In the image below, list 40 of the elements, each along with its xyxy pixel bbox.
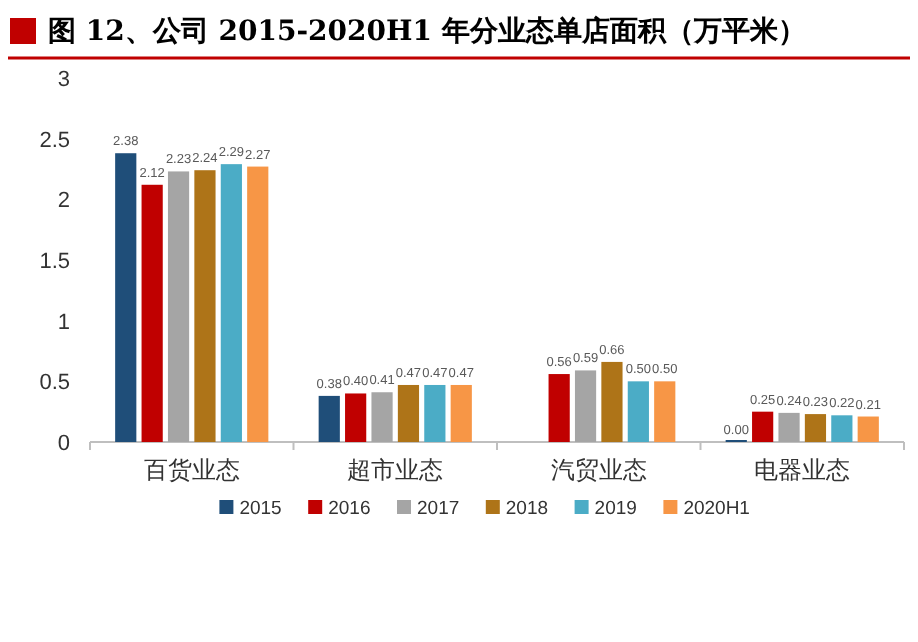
bar (778, 412, 800, 442)
bar (548, 374, 570, 442)
x-tick-label: 汽贸业态 (550, 456, 647, 484)
legend-label: 2017 (417, 498, 460, 520)
bar (167, 171, 190, 442)
y-tick-label: 1.5 (39, 250, 70, 274)
y-tick-label: 2 (57, 189, 70, 214)
bar (115, 153, 137, 442)
x-tick-label: 百货业态 (143, 456, 240, 484)
chart-title: 图 12、公司 2015-2020H1 年分业态单店面积（万平米） (48, 14, 806, 48)
bar (397, 384, 420, 442)
bar (752, 411, 774, 442)
bar (194, 170, 216, 442)
bar (424, 384, 446, 442)
y-tick-label: 3 (57, 68, 70, 92)
y-tick-label: 0 (57, 432, 70, 456)
y-tick-label: 0.5 (39, 371, 70, 396)
legend-label: 2015 (239, 498, 282, 520)
bar (220, 164, 242, 442)
x-tick-label: 电器业态 (754, 456, 851, 484)
bar (831, 415, 853, 442)
x-tick-label: 超市业态 (347, 456, 444, 484)
bar (601, 361, 623, 442)
bar (371, 392, 393, 442)
bar (857, 416, 879, 442)
y-tick-label: 2.5 (39, 128, 70, 153)
bar (141, 184, 163, 442)
legend-label: 2018 (505, 498, 549, 520)
legend-label: 2020H1 (683, 498, 750, 520)
bar (804, 414, 827, 442)
legend-label: 2019 (594, 498, 637, 520)
bar (450, 384, 472, 442)
bar (654, 381, 676, 442)
y-tick-label: 1 (57, 310, 70, 335)
bar (247, 166, 269, 442)
bar (318, 395, 340, 442)
bar (627, 381, 649, 442)
bar (345, 393, 367, 442)
legend-label: 2016 (328, 498, 371, 520)
bar (574, 370, 597, 442)
